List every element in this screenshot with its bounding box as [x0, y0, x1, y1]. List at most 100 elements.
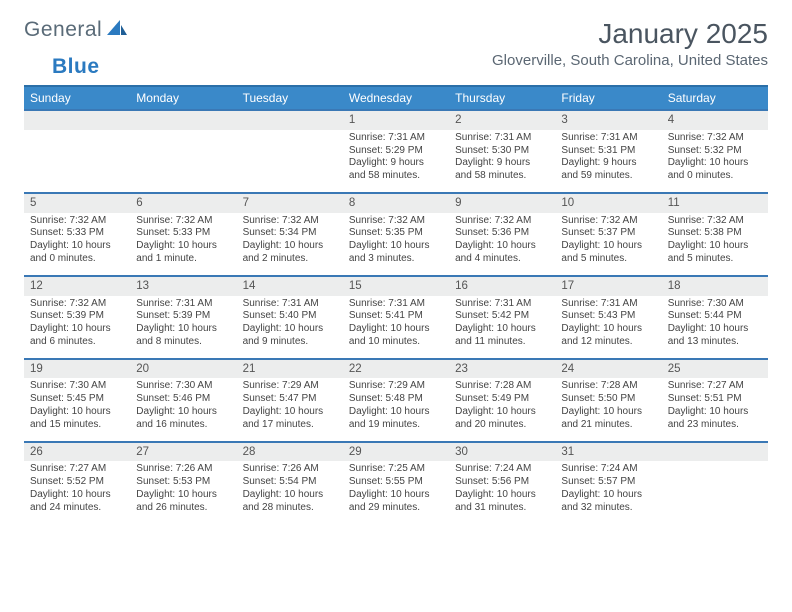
calendar-table: SundayMondayTuesdayWednesdayThursdayFrid…: [24, 85, 768, 524]
daylight-text: Daylight: 10 hours and 11 minutes.: [455, 323, 549, 349]
daylight-text: Daylight: 9 hours and 58 minutes.: [349, 157, 443, 183]
day-number-cell: 16: [449, 276, 555, 296]
location-text: Gloverville, South Carolina, United Stat…: [492, 52, 768, 69]
day-detail-cell: Sunrise: 7:32 AMSunset: 5:36 PMDaylight:…: [449, 213, 555, 276]
sunset-text: Sunset: 5:39 PM: [136, 310, 230, 323]
weekday-header: Saturday: [662, 86, 768, 110]
weekday-header: Sunday: [24, 86, 130, 110]
daylight-text: Daylight: 10 hours and 16 minutes.: [136, 406, 230, 432]
week-detail-row: Sunrise: 7:27 AMSunset: 5:52 PMDaylight:…: [24, 461, 768, 523]
day-number-cell: 24: [555, 359, 661, 379]
day-detail-cell: Sunrise: 7:31 AMSunset: 5:41 PMDaylight:…: [343, 296, 449, 359]
day-number-cell: 1: [343, 110, 449, 130]
sunrise-text: Sunrise: 7:32 AM: [136, 215, 230, 228]
day-number-cell: 7: [237, 193, 343, 213]
week-detail-row: Sunrise: 7:32 AMSunset: 5:33 PMDaylight:…: [24, 213, 768, 276]
day-detail-cell: Sunrise: 7:30 AMSunset: 5:44 PMDaylight:…: [662, 296, 768, 359]
month-title: January 2025: [492, 18, 768, 50]
sunset-text: Sunset: 5:43 PM: [561, 310, 655, 323]
sunrise-text: Sunrise: 7:32 AM: [668, 215, 762, 228]
day-detail-cell: Sunrise: 7:24 AMSunset: 5:56 PMDaylight:…: [449, 461, 555, 523]
day-number-cell: 18: [662, 276, 768, 296]
daylight-text: Daylight: 10 hours and 6 minutes.: [30, 323, 124, 349]
daylight-text: Daylight: 10 hours and 12 minutes.: [561, 323, 655, 349]
sunset-text: Sunset: 5:53 PM: [136, 476, 230, 489]
daylight-text: Daylight: 9 hours and 58 minutes.: [455, 157, 549, 183]
daylight-text: Daylight: 10 hours and 17 minutes.: [243, 406, 337, 432]
sunset-text: Sunset: 5:39 PM: [30, 310, 124, 323]
day-number-cell: 12: [24, 276, 130, 296]
sunset-text: Sunset: 5:42 PM: [455, 310, 549, 323]
sail-icon: [106, 19, 128, 42]
sunset-text: Sunset: 5:35 PM: [349, 227, 443, 240]
day-detail-cell: Sunrise: 7:28 AMSunset: 5:49 PMDaylight:…: [449, 378, 555, 441]
sunrise-text: Sunrise: 7:26 AM: [136, 463, 230, 476]
daylight-text: Daylight: 10 hours and 26 minutes.: [136, 489, 230, 515]
daylight-text: Daylight: 10 hours and 19 minutes.: [349, 406, 443, 432]
day-detail-cell: Sunrise: 7:32 AMSunset: 5:33 PMDaylight:…: [24, 213, 130, 276]
sunset-text: Sunset: 5:29 PM: [349, 145, 443, 158]
sunset-text: Sunset: 5:34 PM: [243, 227, 337, 240]
day-number-cell: 27: [130, 442, 236, 462]
daylight-text: Daylight: 10 hours and 8 minutes.: [136, 323, 230, 349]
sunset-text: Sunset: 5:44 PM: [668, 310, 762, 323]
sunrise-text: Sunrise: 7:25 AM: [349, 463, 443, 476]
day-detail-cell: Sunrise: 7:31 AMSunset: 5:40 PMDaylight:…: [237, 296, 343, 359]
day-number-cell: 26: [24, 442, 130, 462]
day-detail-cell: [24, 130, 130, 193]
sunrise-text: Sunrise: 7:31 AM: [561, 298, 655, 311]
sunrise-text: Sunrise: 7:32 AM: [243, 215, 337, 228]
day-number-cell: 29: [343, 442, 449, 462]
day-detail-cell: Sunrise: 7:31 AMSunset: 5:30 PMDaylight:…: [449, 130, 555, 193]
sunset-text: Sunset: 5:47 PM: [243, 393, 337, 406]
sunset-text: Sunset: 5:33 PM: [30, 227, 124, 240]
daylight-text: Daylight: 10 hours and 21 minutes.: [561, 406, 655, 432]
sunset-text: Sunset: 5:50 PM: [561, 393, 655, 406]
weekday-header: Tuesday: [237, 86, 343, 110]
sunrise-text: Sunrise: 7:27 AM: [668, 380, 762, 393]
sunset-text: Sunset: 5:56 PM: [455, 476, 549, 489]
day-detail-cell: Sunrise: 7:26 AMSunset: 5:53 PMDaylight:…: [130, 461, 236, 523]
day-detail-cell: Sunrise: 7:24 AMSunset: 5:57 PMDaylight:…: [555, 461, 661, 523]
day-detail-cell: [662, 461, 768, 523]
daylight-text: Daylight: 10 hours and 0 minutes.: [668, 157, 762, 183]
day-detail-cell: Sunrise: 7:26 AMSunset: 5:54 PMDaylight:…: [237, 461, 343, 523]
sunset-text: Sunset: 5:54 PM: [243, 476, 337, 489]
day-number-cell: 21: [237, 359, 343, 379]
sunset-text: Sunset: 5:33 PM: [136, 227, 230, 240]
sunset-text: Sunset: 5:41 PM: [349, 310, 443, 323]
day-number-cell: 6: [130, 193, 236, 213]
day-detail-cell: Sunrise: 7:31 AMSunset: 5:43 PMDaylight:…: [555, 296, 661, 359]
sunrise-text: Sunrise: 7:31 AM: [349, 298, 443, 311]
day-detail-cell: Sunrise: 7:25 AMSunset: 5:55 PMDaylight:…: [343, 461, 449, 523]
day-detail-cell: Sunrise: 7:27 AMSunset: 5:51 PMDaylight:…: [662, 378, 768, 441]
day-number-cell: 9: [449, 193, 555, 213]
daylight-text: Daylight: 10 hours and 5 minutes.: [561, 240, 655, 266]
day-number-cell: 8: [343, 193, 449, 213]
day-number-cell: 14: [237, 276, 343, 296]
day-number-cell: 30: [449, 442, 555, 462]
day-detail-cell: Sunrise: 7:32 AMSunset: 5:34 PMDaylight:…: [237, 213, 343, 276]
sunrise-text: Sunrise: 7:31 AM: [561, 132, 655, 145]
day-number-cell: [662, 442, 768, 462]
sunset-text: Sunset: 5:48 PM: [349, 393, 443, 406]
day-detail-cell: Sunrise: 7:31 AMSunset: 5:29 PMDaylight:…: [343, 130, 449, 193]
sunrise-text: Sunrise: 7:31 AM: [136, 298, 230, 311]
day-number-cell: 4: [662, 110, 768, 130]
sunrise-text: Sunrise: 7:32 AM: [30, 215, 124, 228]
day-detail-cell: Sunrise: 7:31 AMSunset: 5:39 PMDaylight:…: [130, 296, 236, 359]
sunrise-text: Sunrise: 7:32 AM: [561, 215, 655, 228]
weekday-header-row: SundayMondayTuesdayWednesdayThursdayFrid…: [24, 86, 768, 110]
day-number-cell: 22: [343, 359, 449, 379]
sunrise-text: Sunrise: 7:31 AM: [349, 132, 443, 145]
daylight-text: Daylight: 10 hours and 3 minutes.: [349, 240, 443, 266]
week-detail-row: Sunrise: 7:32 AMSunset: 5:39 PMDaylight:…: [24, 296, 768, 359]
day-number-cell: 28: [237, 442, 343, 462]
sunrise-text: Sunrise: 7:30 AM: [30, 380, 124, 393]
day-number-cell: 17: [555, 276, 661, 296]
sunset-text: Sunset: 5:40 PM: [243, 310, 337, 323]
sunrise-text: Sunrise: 7:30 AM: [136, 380, 230, 393]
day-detail-cell: Sunrise: 7:32 AMSunset: 5:32 PMDaylight:…: [662, 130, 768, 193]
sunrise-text: Sunrise: 7:27 AM: [30, 463, 124, 476]
day-detail-cell: [237, 130, 343, 193]
